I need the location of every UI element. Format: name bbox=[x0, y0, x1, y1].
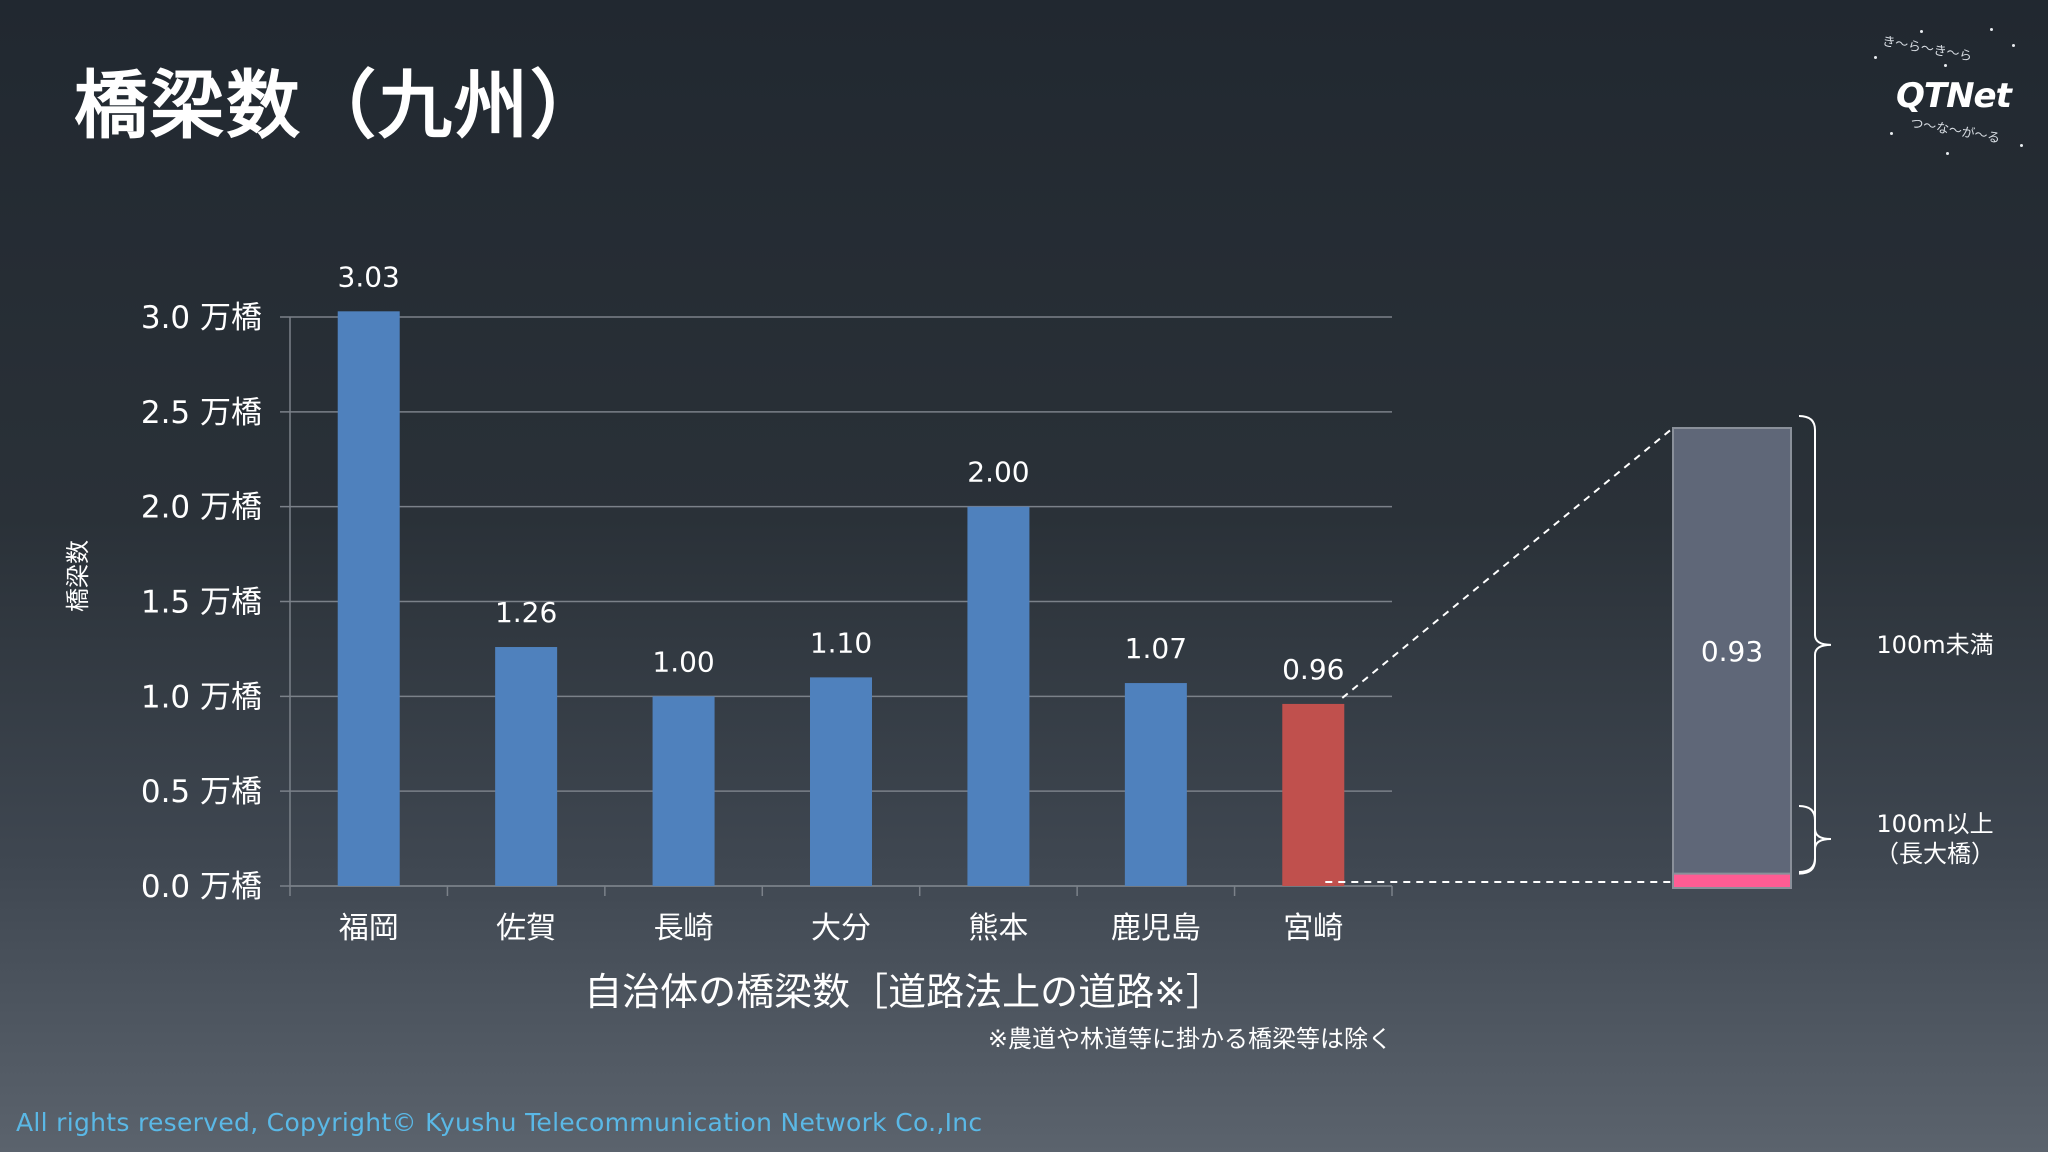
bar-value-label: 0.96 bbox=[1282, 653, 1344, 686]
logo-star-dot bbox=[2020, 144, 2023, 147]
y-tick-label: 3.0 万橋 bbox=[141, 300, 262, 336]
x-tick-label: 宮崎 bbox=[1283, 911, 1343, 946]
bar-1 bbox=[337, 311, 400, 886]
copyright-notice: All rights reserved, Copyright© Kyushu T… bbox=[16, 1108, 983, 1137]
bar-value-label: 1.07 bbox=[1125, 632, 1187, 665]
y-tick-label: 0.5 万橋 bbox=[141, 774, 262, 810]
segment-under-100m bbox=[1672, 427, 1792, 875]
logo-star-dot bbox=[1890, 132, 1893, 135]
y-tick-label: 1.0 万橋 bbox=[141, 679, 262, 715]
segment-series-label: （長大橋） bbox=[1875, 840, 1995, 868]
y-axis-label: 橋梁数 bbox=[64, 540, 92, 612]
x-tick-label: 佐賀 bbox=[496, 911, 556, 946]
page-title: 橋梁数（九州） bbox=[74, 63, 606, 149]
bar-3 bbox=[652, 696, 715, 886]
chart-footnote: ※農道や林道等に掛かる橋梁等は除く bbox=[988, 1025, 1392, 1053]
qtnet-logo: き〜ら〜き〜ら QTNet つ〜な〜が〜る bbox=[1870, 20, 2030, 160]
logo-star-dot bbox=[1874, 56, 1877, 59]
logo-star-dot bbox=[1946, 152, 1949, 155]
x-tick-label: 福岡 bbox=[339, 911, 399, 946]
x-tick-label: 鹿児島 bbox=[1111, 911, 1201, 946]
bar-5 bbox=[967, 506, 1030, 886]
x-tick-label: 長崎 bbox=[654, 911, 714, 946]
bar-4 bbox=[810, 677, 872, 886]
bar-value-label: 1.00 bbox=[652, 645, 714, 678]
bar-value-label: 1.10 bbox=[810, 626, 872, 659]
x-tick-label: 大分 bbox=[811, 911, 871, 946]
segment-series-label: 100m以上 bbox=[1876, 810, 1993, 838]
logo-star-dot bbox=[1944, 64, 1947, 67]
segment-series-label: 100m未満 bbox=[1876, 631, 1993, 659]
bar-2 bbox=[495, 647, 558, 886]
logo-wordmark: QTNet bbox=[1896, 76, 2012, 116]
y-tick-label: 2.5 万橋 bbox=[141, 395, 262, 431]
x-tick-label: 熊本 bbox=[968, 911, 1028, 946]
bar-value-label: 2.00 bbox=[967, 456, 1029, 489]
segment-value-label: 0.93 bbox=[1701, 635, 1763, 668]
connector-line-top bbox=[1341, 427, 1674, 699]
x-axis-title: 自治体の橋梁数［道路法上の道路※］ bbox=[584, 970, 1224, 1014]
brace bbox=[1798, 415, 1832, 875]
y-tick-label: 1.5 万橋 bbox=[141, 585, 262, 621]
bar-7 bbox=[1282, 703, 1345, 886]
logo-star-dot bbox=[1990, 28, 1993, 31]
logo-star-dot bbox=[1920, 30, 1923, 33]
logo-star-dot bbox=[2012, 44, 2015, 47]
bar-value-label: 1.26 bbox=[495, 596, 557, 629]
bar-value-label: 3.03 bbox=[338, 260, 400, 293]
y-tick-label: 2.0 万橋 bbox=[141, 490, 262, 526]
bar-6 bbox=[1124, 683, 1187, 886]
y-tick-label: 0.0 万橋 bbox=[141, 869, 262, 905]
